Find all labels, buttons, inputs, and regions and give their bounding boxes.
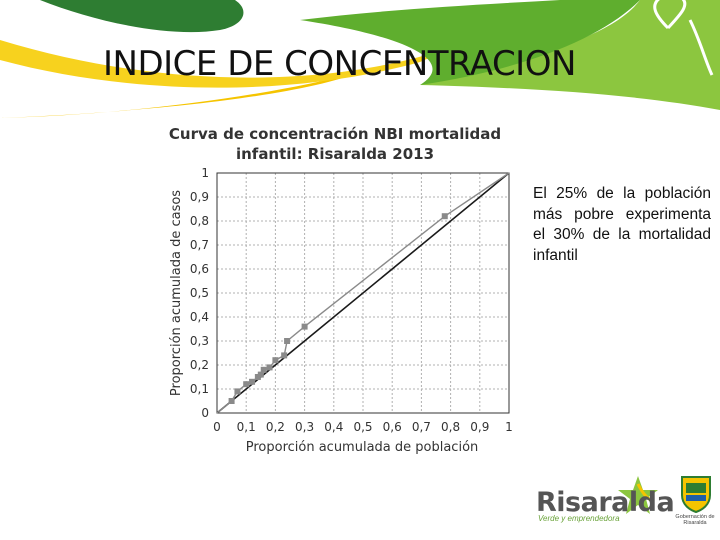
y-tick-label: 1 <box>201 166 209 180</box>
government-label: Gobernación de Risaralda <box>675 514 715 526</box>
chart-grid <box>216 172 510 414</box>
y-tick-label: 0,9 <box>190 190 209 204</box>
x-axis-label: Proporción acumulada de población <box>246 440 479 455</box>
slide-title: INDICE DE CONCENTRACION <box>103 44 576 84</box>
data-point <box>284 338 291 344</box>
y-tick-label: 0,3 <box>190 334 209 348</box>
data-point <box>260 366 267 373</box>
x-tick-label: 0,2 <box>266 420 285 434</box>
data-point <box>249 378 256 385</box>
data-point <box>272 357 279 364</box>
x-tick-label: 0,5 <box>353 420 372 434</box>
y-axis-label: Proporción acumulada de casos <box>169 190 184 396</box>
banner-yellow-band <box>0 40 470 88</box>
data-point <box>234 388 241 395</box>
data-point <box>441 213 448 220</box>
x-tick-label: 0,3 <box>295 420 314 434</box>
x-tick-label: 0 <box>213 420 221 434</box>
x-tick-label: 0,8 <box>441 420 460 434</box>
chart-title: Curva de concentración NBI mortalidad in… <box>168 125 502 163</box>
y-tick-label: 0,5 <box>190 286 209 300</box>
data-point <box>266 364 273 371</box>
y-tick-label: 0 <box>201 406 209 420</box>
data-point <box>257 371 264 378</box>
x-tick-label: 0,1 <box>237 420 256 434</box>
y-tick-label: 0,1 <box>190 382 209 396</box>
x-tick-label: 0,9 <box>470 420 489 434</box>
chart-tick-labels: 00 0,1 0,1 0,2 0,2 0,3 0,3 0,4 0,4 0,5 0,5 0,6 0,6 0,… <box>190 166 513 434</box>
data-point <box>301 323 308 330</box>
y-tick-label: 0,7 <box>190 238 209 252</box>
plot-frame <box>216 172 510 414</box>
concentration-chart: 00 0,1 0,1 0,2 0,2 0,3 0,3 0,4 0,4 0,5 0,5 0,6 0,6 0,… <box>169 166 513 455</box>
government-shield-icon <box>681 476 711 513</box>
data-point <box>281 352 288 359</box>
x-tick-label: 0,7 <box>412 420 431 434</box>
x-tick-label: 0,4 <box>324 420 343 434</box>
x-tick-label: 0,6 <box>383 420 402 434</box>
logo-tagline: Verde y emprendedora <box>538 514 620 523</box>
heart-icon <box>653 0 687 30</box>
data-point <box>243 381 250 388</box>
x-tick-label: 1 <box>505 420 513 434</box>
logo-text: Risaralda <box>536 487 675 518</box>
y-tick-label: 0,2 <box>190 358 209 372</box>
ribbon-icon <box>688 19 714 76</box>
banner-green-dark <box>40 0 244 33</box>
banner-green-mid <box>300 0 640 85</box>
banner-green-light <box>225 0 720 110</box>
y-tick-label: 0,6 <box>190 262 209 276</box>
y-tick-label: 0,4 <box>190 310 209 324</box>
data-point <box>228 398 235 404</box>
chart-points <box>228 213 448 404</box>
risaralda-logo-icon <box>618 476 658 514</box>
header-banner <box>0 0 720 118</box>
y-tick-label: 0,8 <box>190 214 209 228</box>
equality-line <box>216 172 510 414</box>
annotation-text: El 25% de la población más pobre experim… <box>533 185 711 264</box>
